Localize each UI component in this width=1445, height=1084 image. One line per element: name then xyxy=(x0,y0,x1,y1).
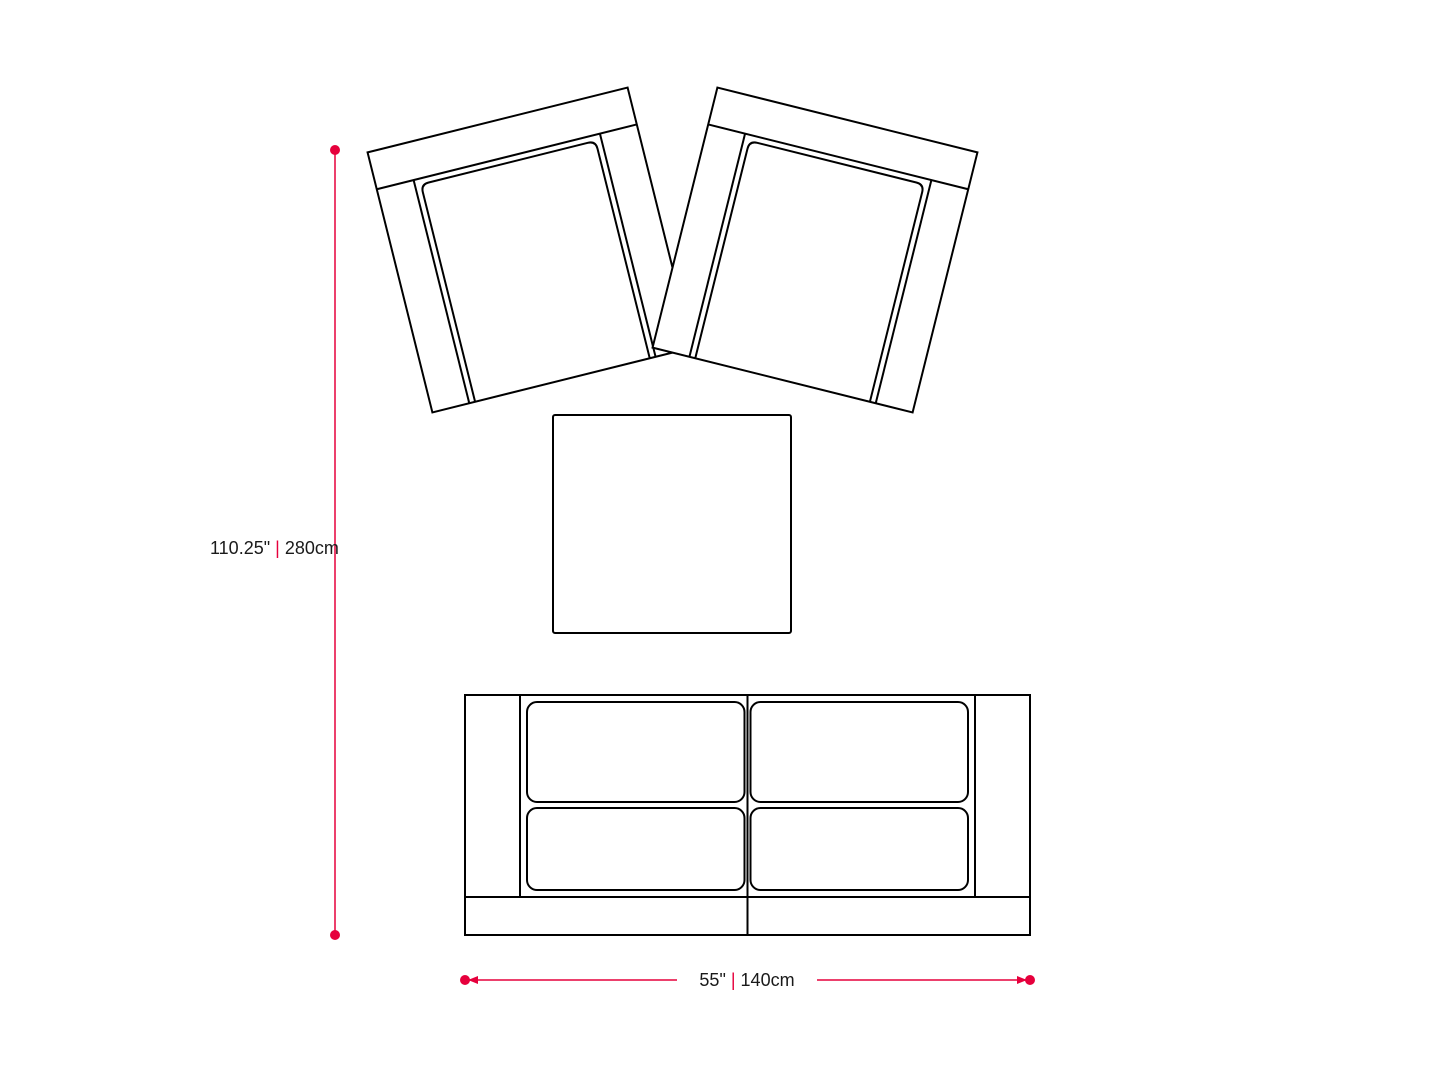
sofa xyxy=(465,695,1030,935)
horizontal-dimension: 55" | 140cm xyxy=(460,966,1035,994)
horizontal-dim-metric: 140cm xyxy=(741,970,795,990)
svg-text:110.25" | 280cm: 110.25" | 280cm xyxy=(210,538,339,558)
chair-right xyxy=(653,88,978,413)
svg-text:55" | 140cm: 55" | 140cm xyxy=(699,970,794,990)
vertical-dimension: 110.25" | 280cm xyxy=(210,145,340,940)
furniture-layout-diagram: 110.25" | 280cm 55" | 140cm xyxy=(0,0,1445,1084)
vertical-dim-separator: | xyxy=(275,538,285,558)
horizontal-dim-imperial: 55" xyxy=(699,970,725,990)
vertical-dim-imperial: 110.25" xyxy=(210,538,270,558)
horizontal-dim-separator: | xyxy=(731,970,741,990)
vertical-dim-metric: 280cm xyxy=(285,538,339,558)
coffee-table xyxy=(553,415,791,633)
chair-left xyxy=(368,88,693,413)
